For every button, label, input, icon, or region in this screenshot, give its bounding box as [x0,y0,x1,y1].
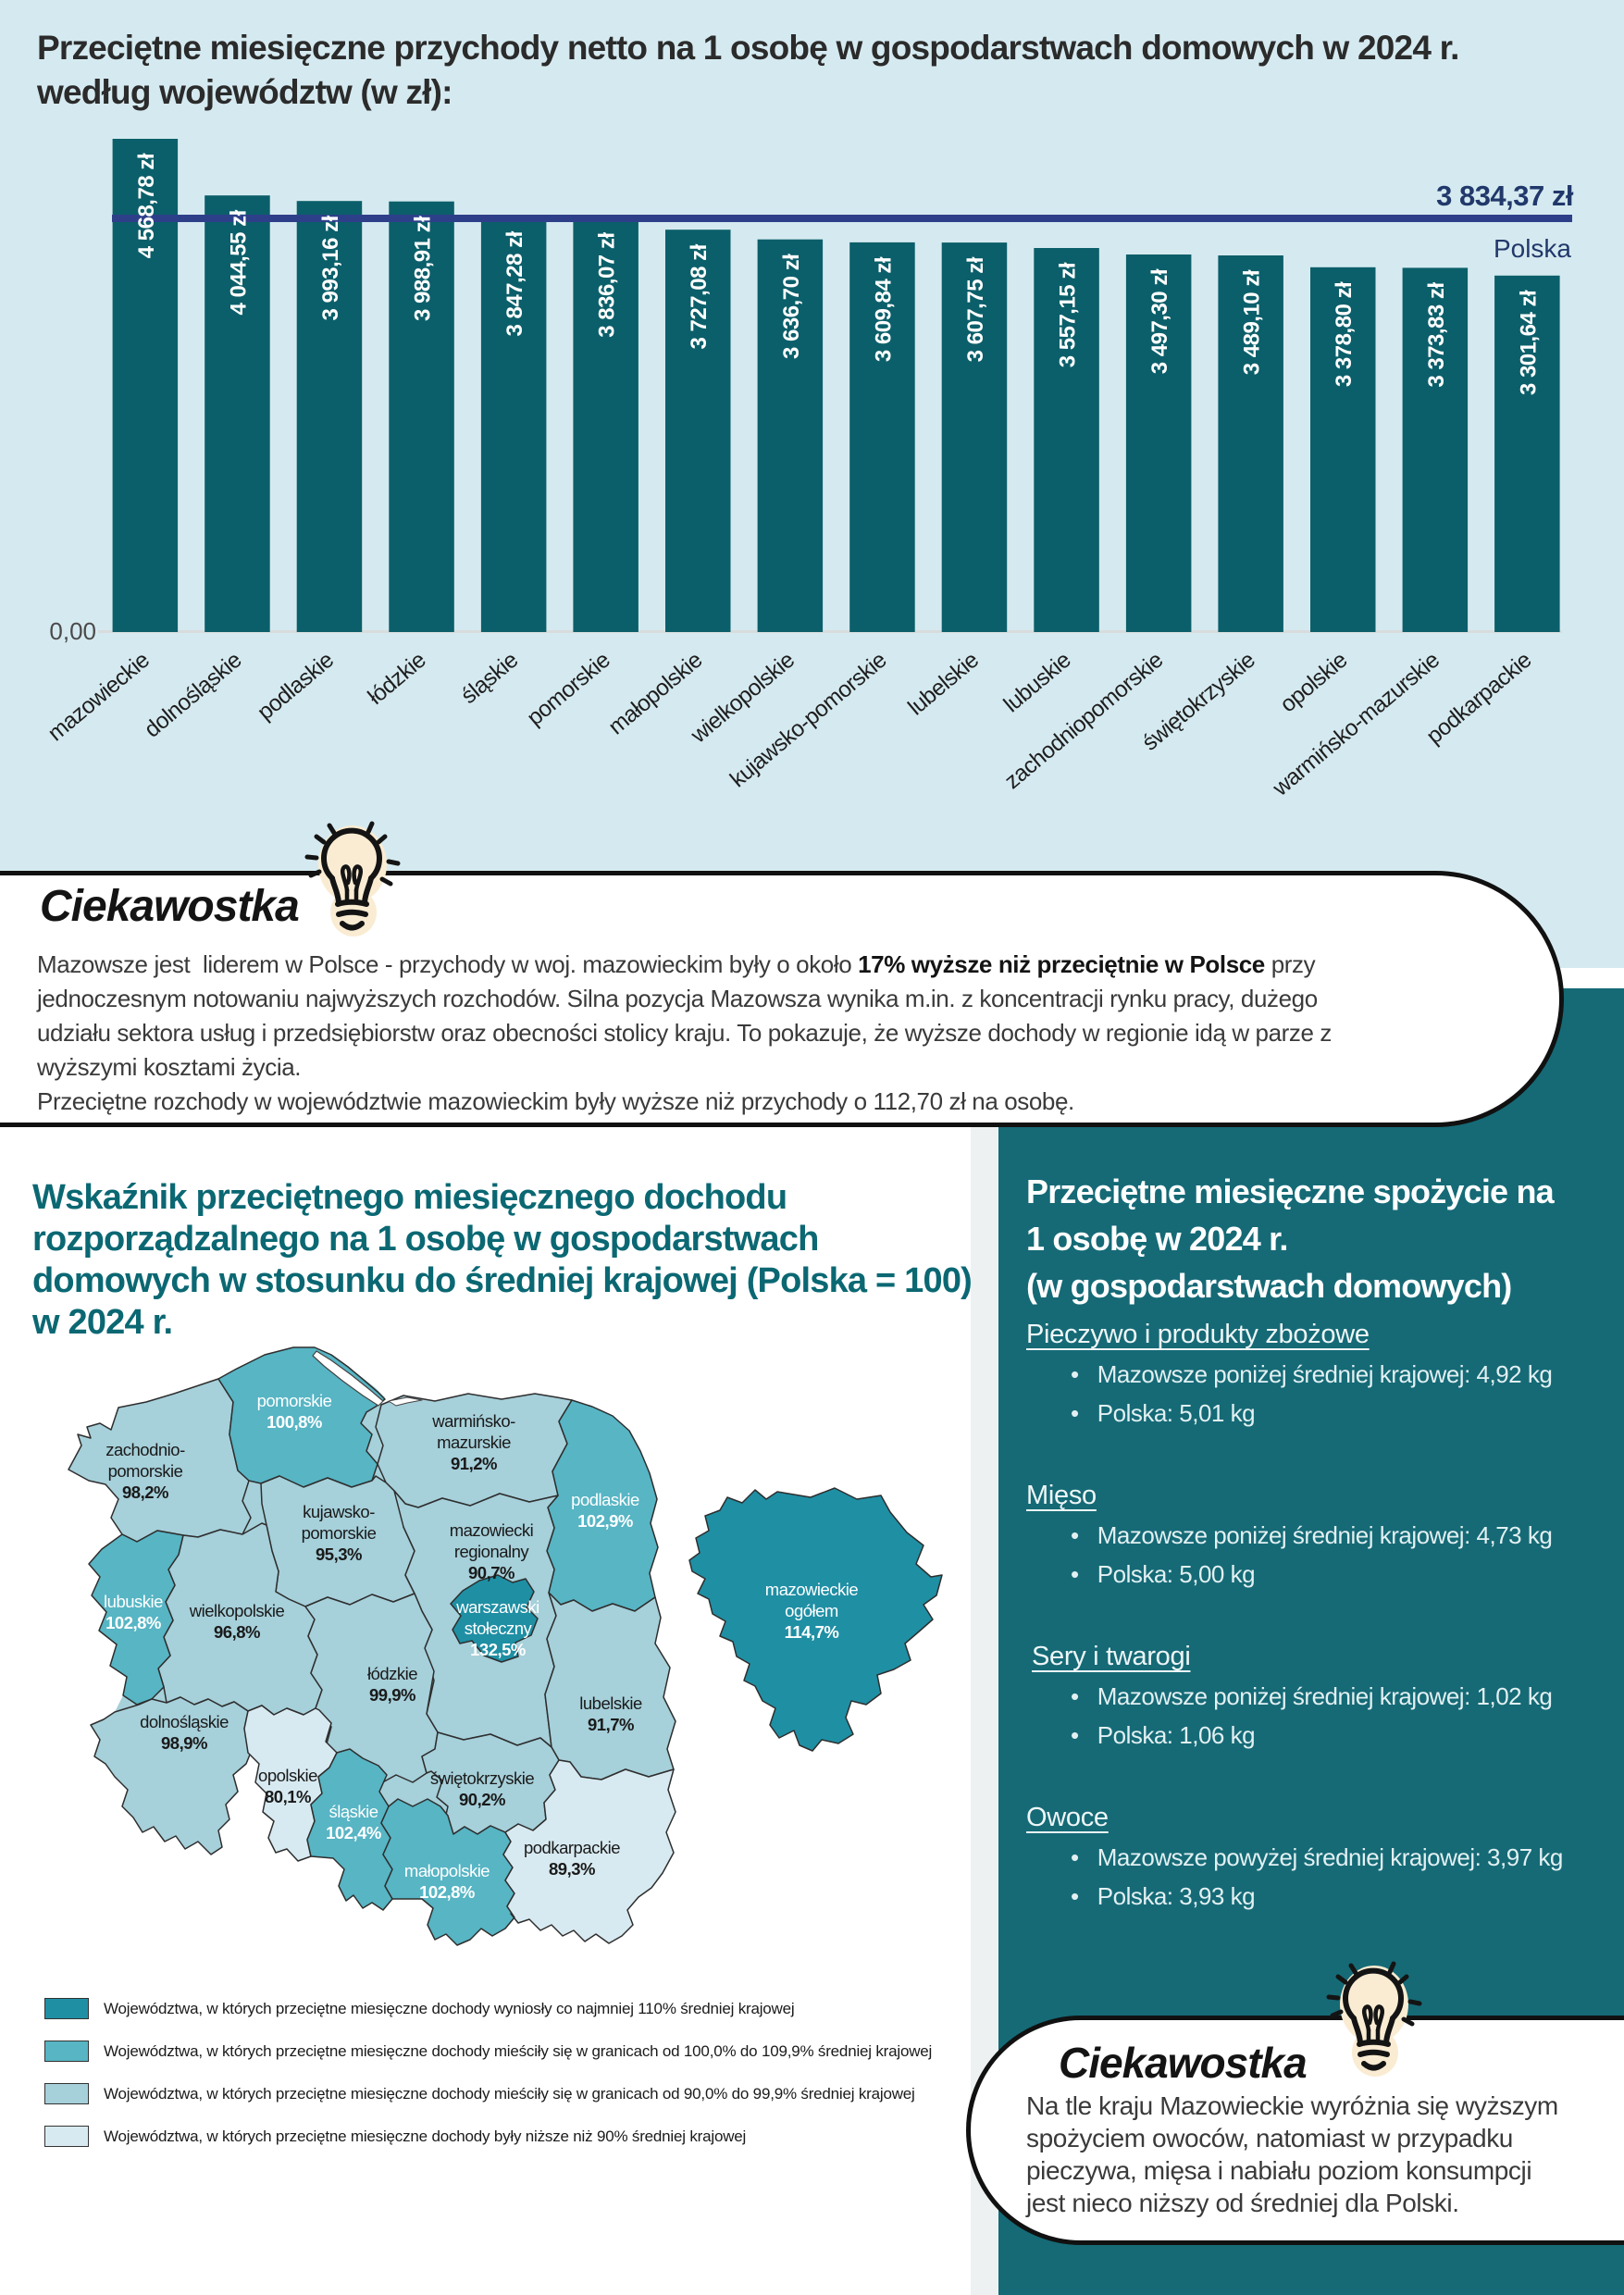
svg-text:małopolskie: małopolskie [404,1861,490,1880]
svg-text:lubuskie: lubuskie [104,1592,163,1611]
svg-text:3 373,83 zł: 3 373,83 zł [1424,282,1449,388]
svg-text:regionalny: regionalny [454,1542,530,1561]
svg-text:3 993,16 zł: 3 993,16 zł [318,215,343,320]
svg-text:102,4%: 102,4% [326,1823,381,1842]
svg-text:3 497,30 zł: 3 497,30 zł [1147,268,1172,374]
svg-text:podlaskie: podlaskie [571,1490,639,1509]
svg-text:mazowiecki: mazowiecki [450,1520,534,1540]
svg-text:3 988,91 zł: 3 988,91 zł [411,216,436,321]
svg-text:3 489,10 zł: 3 489,10 zł [1240,269,1265,375]
svg-text:3 834,37 zł: 3 834,37 zł [1436,180,1574,212]
svg-text:90,7%: 90,7% [468,1563,514,1582]
svg-text:90,2%: 90,2% [459,1790,505,1809]
svg-text:mazowieckie: mazowieckie [765,1580,859,1599]
svg-text:opolskie: opolskie [258,1766,317,1785]
svg-text:102,8%: 102,8% [419,1882,475,1902]
svg-text:stołeczny: stołeczny [465,1619,533,1638]
svg-text:98,9%: 98,9% [161,1733,207,1753]
svg-text:ogółem: ogółem [785,1601,838,1620]
svg-text:4 568,78 zł: 4 568,78 zł [134,153,159,258]
svg-text:102,8%: 102,8% [105,1613,161,1632]
svg-text:śląskie: śląskie [329,1802,378,1821]
svg-text:Przeciętne miesięczne przychod: Przeciętne miesięczne przychody netto na… [37,29,1459,67]
svg-text:warmińsko-: warmińsko- [431,1411,515,1431]
svg-text:wielkopolskie: wielkopolskie [189,1601,285,1620]
svg-text:3 378,80 zł: 3 378,80 zł [1332,281,1357,387]
svg-text:podkarpackie: podkarpackie [524,1838,620,1857]
svg-text:pomorskie: pomorskie [302,1523,377,1543]
svg-text:102,9%: 102,9% [577,1511,633,1531]
svg-text:0,00: 0,00 [49,617,96,645]
svg-text:świętokrzyskie: świętokrzyskie [430,1768,534,1788]
svg-text:warszawski: warszawski [455,1597,539,1617]
svg-text:114,7%: 114,7% [785,1622,839,1642]
svg-text:3 847,28 zł: 3 847,28 zł [502,230,527,336]
svg-text:pomorskie: pomorskie [108,1461,183,1481]
svg-text:80,1%: 80,1% [265,1787,311,1806]
svg-text:zachodnio-: zachodnio- [105,1440,185,1459]
svg-text:91,2%: 91,2% [451,1454,497,1473]
svg-text:3 636,70 zł: 3 636,70 zł [779,254,804,359]
svg-text:91,7%: 91,7% [588,1715,634,1734]
svg-text:96,8%: 96,8% [214,1622,260,1642]
svg-text:99,9%: 99,9% [369,1685,415,1705]
svg-text:132,5%: 132,5% [470,1640,526,1659]
svg-text:dolnośląskie: dolnośląskie [140,1712,229,1731]
svg-text:100,8%: 100,8% [267,1412,322,1432]
svg-text:3 836,07 zł: 3 836,07 zł [595,232,620,338]
svg-text:3 727,08 zł: 3 727,08 zł [687,243,712,349]
svg-text:kujawsko-: kujawsko- [303,1502,375,1521]
svg-text:3 301,64 zł: 3 301,64 zł [1516,290,1541,395]
svg-text:4 044,55 zł: 4 044,55 zł [226,209,251,315]
svg-text:lubelskie: lubelskie [579,1693,642,1713]
svg-text:3 557,15 zł: 3 557,15 zł [1056,262,1081,367]
svg-text:według województw (w zł):: według województw (w zł): [36,73,452,111]
svg-text:3 609,84 zł: 3 609,84 zł [871,256,896,362]
svg-text:3 607,75 zł: 3 607,75 zł [963,256,988,362]
svg-text:mazurskie: mazurskie [437,1433,511,1452]
svg-text:98,2%: 98,2% [122,1482,168,1502]
svg-text:łódzkie: łódzkie [367,1664,417,1683]
svg-text:95,3%: 95,3% [316,1544,362,1564]
svg-text:Polska: Polska [1494,234,1571,263]
svg-text:89,3%: 89,3% [549,1859,595,1879]
svg-text:pomorskie: pomorskie [257,1391,332,1410]
